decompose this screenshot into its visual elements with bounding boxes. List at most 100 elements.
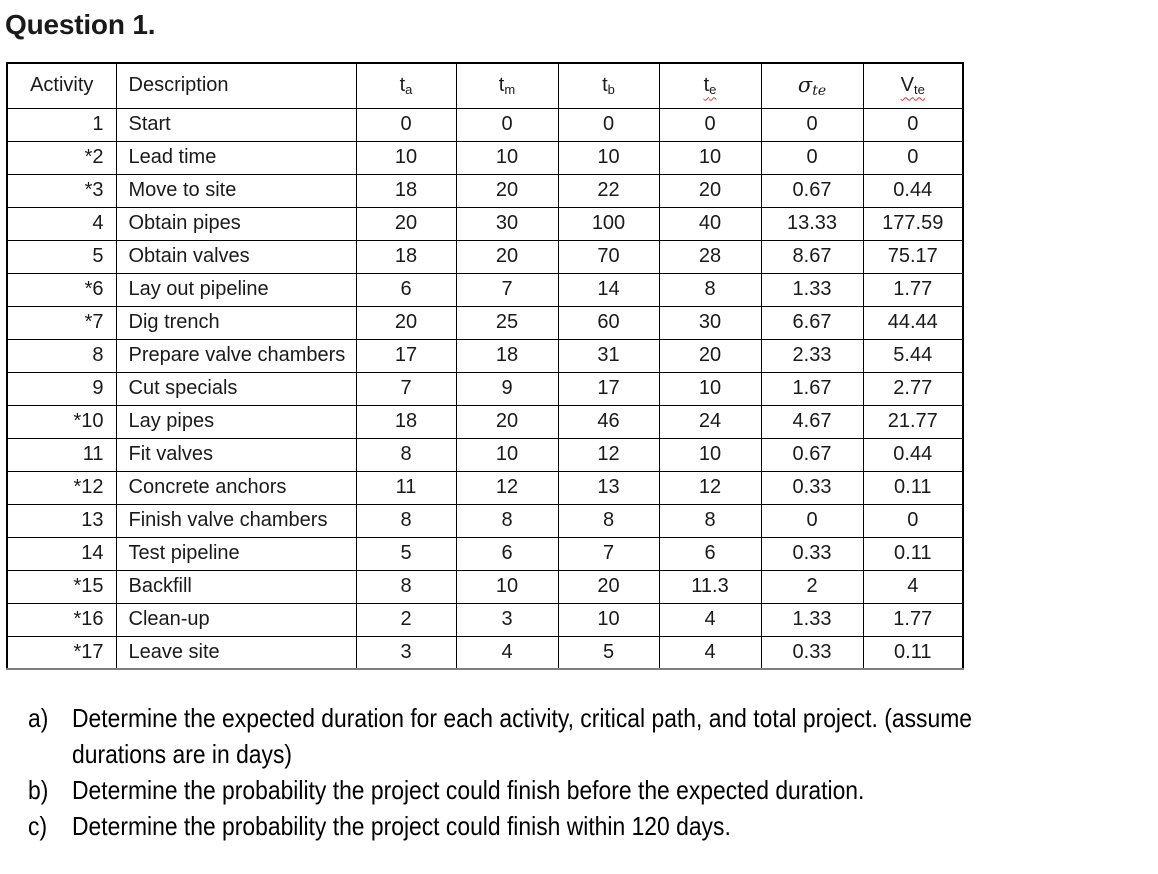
description-cell: Move to site bbox=[115, 173, 357, 208]
ta-cell: 8 bbox=[355, 503, 457, 538]
tb-cell: 5 bbox=[557, 635, 660, 670]
activity-cell: 5 bbox=[6, 239, 117, 274]
vte-cell: 1.77 bbox=[862, 602, 964, 637]
description-cell: Obtain pipes bbox=[115, 206, 357, 241]
table-row: 5 Obtain valves 18 20 70 28 8.67 75.17 bbox=[6, 239, 964, 274]
activity-cell: 13 bbox=[6, 503, 117, 538]
ta-cell: 0 bbox=[355, 107, 457, 142]
sigma-te-cell: 0.67 bbox=[760, 437, 864, 472]
page-title: Question 1. bbox=[5, 9, 156, 40]
activity-cell: 1 bbox=[6, 107, 117, 142]
ta-cell: 8 bbox=[355, 437, 457, 472]
vte-cell: 4 bbox=[862, 569, 964, 604]
tm-cell: 10 bbox=[455, 140, 559, 175]
table-row: 8 Prepare valve chambers 17 18 31 20 2.3… bbox=[6, 338, 964, 373]
col-header-sigma-te: σte bbox=[760, 62, 864, 109]
table-body: 1 Start 0 0 0 0 0 0 *2 Lead time 10 10 1… bbox=[6, 107, 964, 670]
table-row: 11 Fit valves 8 10 12 10 0.67 0.44 bbox=[6, 437, 964, 472]
description-cell: Backfill bbox=[115, 569, 357, 604]
table-row: 1 Start 0 0 0 0 0 0 bbox=[6, 107, 964, 142]
col-header-description-label: Description bbox=[128, 74, 229, 97]
tb-cell: 0 bbox=[557, 107, 660, 142]
description-cell: Concrete anchors bbox=[115, 470, 357, 505]
description-cell: Leave site bbox=[115, 635, 357, 670]
ta-cell: 6 bbox=[355, 272, 457, 307]
ta-cell: 11 bbox=[355, 470, 457, 505]
activity-cell: *17 bbox=[6, 635, 117, 670]
pert-activity-table: Activity Description ta tm tb te σte Vte bbox=[6, 62, 964, 670]
ta-cell: 5 bbox=[355, 536, 457, 571]
te-cell: 10 bbox=[658, 140, 762, 175]
sigma-te-cell: 2.33 bbox=[760, 338, 864, 373]
table-row: 14 Test pipeline 5 6 7 6 0.33 0.11 bbox=[6, 536, 964, 571]
description-cell: Start bbox=[115, 107, 357, 142]
col-header-te: te bbox=[658, 62, 762, 109]
sigma-te-cell: 1.33 bbox=[760, 272, 864, 307]
ta-cell: 10 bbox=[355, 140, 457, 175]
vte-cell: 0.11 bbox=[862, 635, 964, 670]
sigma-te-cell: 0.33 bbox=[760, 470, 864, 505]
tb-cell: 8 bbox=[557, 503, 660, 538]
tb-cell: 20 bbox=[557, 569, 660, 604]
vte-cell: 0.44 bbox=[862, 173, 964, 208]
tm-cell: 0 bbox=[455, 107, 559, 142]
activity-cell: *2 bbox=[6, 140, 117, 175]
sigma-te-cell: 8.67 bbox=[760, 239, 864, 274]
question-item: b) Determine the probability the project… bbox=[28, 772, 1158, 808]
vte-cell: 0 bbox=[862, 503, 964, 538]
description-cell: Fit valves bbox=[115, 437, 357, 472]
te-cell: 12 bbox=[658, 470, 762, 505]
tb-cell: 100 bbox=[557, 206, 660, 241]
col-header-vte: Vte bbox=[862, 62, 964, 109]
te-cell: 4 bbox=[658, 602, 762, 637]
description-cell: Clean-up bbox=[115, 602, 357, 637]
sigma-te-cell: 0.33 bbox=[760, 635, 864, 670]
tm-cell: 10 bbox=[455, 437, 559, 472]
te-cell: 24 bbox=[658, 404, 762, 439]
ta-cell: 7 bbox=[355, 371, 457, 406]
col-header-tb: tb bbox=[557, 62, 660, 109]
vte-cell: 0.11 bbox=[862, 470, 964, 505]
sigma-te-cell: 0 bbox=[760, 140, 864, 175]
vte-symbol-spellcheck-underline: Vte bbox=[900, 74, 925, 98]
activity-cell: 14 bbox=[6, 536, 117, 571]
tb-cell: 13 bbox=[557, 470, 660, 505]
vte-cell: 0 bbox=[862, 140, 964, 175]
col-header-description: Description bbox=[115, 62, 357, 109]
activity-cell: *12 bbox=[6, 470, 117, 505]
tm-cell: 20 bbox=[455, 404, 559, 439]
te-cell: 0 bbox=[658, 107, 762, 142]
ta-cell: 2 bbox=[355, 602, 457, 637]
vte-cell: 44.44 bbox=[862, 305, 964, 340]
table-row: *16 Clean-up 2 3 10 4 1.33 1.77 bbox=[6, 602, 964, 637]
tm-cell: 6 bbox=[455, 536, 559, 571]
sigma-te-cell: 2 bbox=[760, 569, 864, 604]
table-row: *15 Backfill 8 10 20 11.3 2 4 bbox=[6, 569, 964, 604]
vte-cell: 0.11 bbox=[862, 536, 964, 571]
ta-cell: 3 bbox=[355, 635, 457, 670]
table-row: *12 Concrete anchors 11 12 13 12 0.33 0.… bbox=[6, 470, 964, 505]
table-row: *3 Move to site 18 20 22 20 0.67 0.44 bbox=[6, 173, 964, 208]
activity-cell: *16 bbox=[6, 602, 117, 637]
col-header-activity: Activity bbox=[6, 62, 117, 109]
tm-cell: 3 bbox=[455, 602, 559, 637]
te-cell: 20 bbox=[658, 338, 762, 373]
tb-cell: 7 bbox=[557, 536, 660, 571]
te-cell: 8 bbox=[658, 272, 762, 307]
activity-cell: 11 bbox=[6, 437, 117, 472]
question-text: Determine the probability the project co… bbox=[72, 772, 864, 808]
te-cell: 30 bbox=[658, 305, 762, 340]
description-cell: Prepare valve chambers bbox=[115, 338, 357, 373]
ta-symbol: ta bbox=[399, 74, 413, 98]
activity-cell: *3 bbox=[6, 173, 117, 208]
te-cell: 20 bbox=[658, 173, 762, 208]
ta-cell: 18 bbox=[355, 173, 457, 208]
tm-cell: 4 bbox=[455, 635, 559, 670]
description-cell: Obtain valves bbox=[115, 239, 357, 274]
question-text-line: durations are in days) bbox=[72, 739, 293, 769]
tm-cell: 10 bbox=[455, 569, 559, 604]
description-cell: Test pipeline bbox=[115, 536, 357, 571]
table-row: *6 Lay out pipeline 6 7 14 8 1.33 1.77 bbox=[6, 272, 964, 307]
question-item: c) Determine the probability the project… bbox=[28, 808, 1158, 844]
sigma-te-cell: 0.67 bbox=[760, 173, 864, 208]
